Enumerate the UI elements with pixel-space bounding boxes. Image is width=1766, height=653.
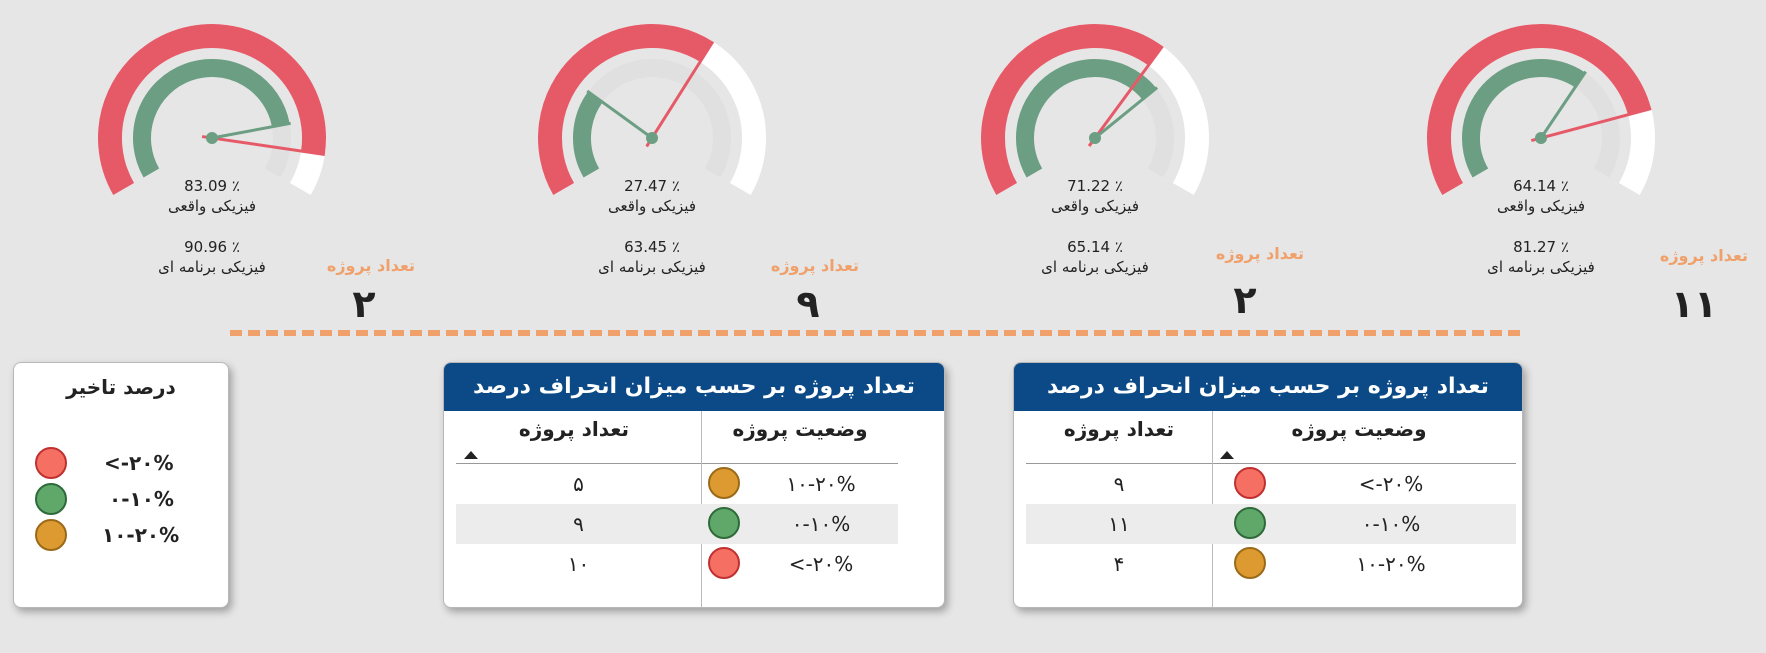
actual-value: 27.47 ٪ bbox=[624, 177, 680, 195]
actual-needle bbox=[586, 89, 653, 140]
plan-value: 81.27 ٪ bbox=[1513, 238, 1569, 256]
status-dot bbox=[708, 507, 740, 539]
project-count: ۱۱ bbox=[1670, 282, 1718, 326]
plan-needle bbox=[201, 135, 326, 156]
column-header-status[interactable]: وضعیت پروژه bbox=[732, 417, 868, 441]
plan-label: فیزیکی برنامه ای bbox=[598, 258, 706, 276]
plan-arc bbox=[98, 24, 326, 195]
status-cell: <-۲۰% bbox=[1358, 472, 1424, 496]
plan-value: 65.14 ٪ bbox=[1067, 238, 1123, 256]
status-cell: ۰-۱۰% bbox=[791, 512, 851, 536]
sort-asc-icon[interactable] bbox=[464, 451, 478, 459]
header-divider bbox=[1026, 463, 1516, 464]
table-row: ۹ ۰-۱۰% bbox=[456, 504, 898, 544]
gauge-dial bbox=[981, 24, 1209, 195]
project-count: ۹ bbox=[796, 282, 820, 326]
needle-hub bbox=[1089, 132, 1101, 144]
actual-label: فیزیکی واقعی bbox=[1496, 197, 1586, 215]
gauge-dial bbox=[1427, 24, 1655, 195]
count-cell: ۱۱ bbox=[1108, 512, 1130, 536]
legend-label: ۰-۱۰% bbox=[109, 487, 174, 511]
status-dot bbox=[1234, 507, 1266, 539]
gauge-3: 71.22 ٪ فیزیکی واقعی 65.14 ٪ فیزیکی برنا… bbox=[945, 20, 1245, 276]
status-dot bbox=[1234, 547, 1266, 579]
column-header-count[interactable]: تعداد پروژه bbox=[1063, 417, 1175, 441]
dashed-divider bbox=[230, 330, 1520, 336]
status-dot bbox=[708, 547, 740, 579]
table-row: ۱۰ <-۲۰% bbox=[456, 544, 898, 584]
project-count-label: تعداد پروژه bbox=[1659, 246, 1748, 265]
actual-arc bbox=[1462, 59, 1586, 178]
gauge-1: 83.09 ٪ فیزیکی واقعی 90.96 ٪ فیزیکی برنا… bbox=[62, 20, 362, 276]
table-title: تعداد پروژه بر حسب میزان انحراف درصد ریا… bbox=[1014, 363, 1522, 447]
table-row: ۵ ۱۰-۲۰% bbox=[456, 464, 898, 504]
table-row: ۱۱ ۰-۱۰% bbox=[1026, 504, 1516, 544]
project-count-label: تعداد پروژه bbox=[770, 256, 859, 275]
actual-needle bbox=[1539, 70, 1587, 139]
actual-arc bbox=[573, 91, 603, 178]
physical-deviation-table: تعداد پروژه بر حسب میزان انحراف درصد فیز… bbox=[443, 362, 945, 608]
legend-dot-green bbox=[35, 483, 67, 515]
needle-hub bbox=[646, 132, 658, 144]
actual-needle bbox=[211, 121, 291, 140]
legend-label: <-۲۰% bbox=[104, 451, 174, 475]
legend-label: ۱۰-۲۰% bbox=[102, 523, 180, 547]
gauge-dial bbox=[98, 24, 326, 195]
status-dot bbox=[1234, 467, 1266, 499]
needle-hub bbox=[1535, 132, 1547, 144]
actual-label: فیزیکی واقعی bbox=[1050, 197, 1140, 215]
project-count-label: تعداد پروژه bbox=[326, 256, 415, 275]
column-header-status[interactable]: وضعیت پروژه bbox=[1291, 417, 1427, 441]
gauge-dial bbox=[538, 24, 766, 195]
header-divider bbox=[456, 463, 898, 464]
plan-needle bbox=[1530, 107, 1652, 143]
actual-track bbox=[573, 59, 731, 178]
status-cell: <-۲۰% bbox=[788, 552, 854, 576]
table-row: ۴ ۱۰-۲۰% bbox=[1026, 544, 1516, 584]
plan-label: فیزیکی برنامه ای bbox=[158, 258, 266, 276]
needle-hub bbox=[206, 132, 218, 144]
plan-value: 90.96 ٪ bbox=[184, 238, 240, 256]
count-cell: ۵ bbox=[573, 472, 584, 496]
actual-arc bbox=[133, 59, 290, 178]
legend-dot-orange bbox=[35, 519, 67, 551]
project-count-label: تعداد پروژه bbox=[1215, 244, 1304, 263]
actual-needle bbox=[1094, 86, 1159, 140]
plan-arc bbox=[1427, 24, 1652, 195]
status-dot bbox=[708, 467, 740, 499]
actual-arc bbox=[1016, 59, 1157, 178]
legend-title: درصد تاخیر bbox=[66, 375, 176, 399]
plan-value: 63.45 ٪ bbox=[624, 238, 680, 256]
status-cell: ۱۰-۲۰% bbox=[786, 472, 856, 496]
gauge-2: 27.47 ٪ فیزیکی واقعی 63.45 ٪ فیزیکی برنا… bbox=[502, 20, 802, 276]
actual-label: فیزیکی واقعی bbox=[607, 197, 697, 215]
count-cell: ۹ bbox=[1113, 472, 1125, 496]
actual-value: 64.14 ٪ bbox=[1513, 177, 1569, 195]
count-cell: ۹ bbox=[573, 512, 584, 536]
plan-arc bbox=[538, 24, 713, 195]
count-cell: ۴ bbox=[1113, 552, 1125, 576]
count-cell: ۱۰ bbox=[567, 552, 590, 576]
rial-deviation-table: تعداد پروژه بر حسب میزان انحراف درصد ریا… bbox=[1013, 362, 1523, 608]
table-row: ۹ <-۲۰% bbox=[1026, 464, 1516, 504]
plan-needle bbox=[645, 40, 715, 148]
column-header-count[interactable]: تعداد پروژه bbox=[518, 417, 630, 441]
project-count: ۲ bbox=[352, 282, 376, 326]
status-cell: ۱۰-۲۰% bbox=[1356, 552, 1426, 576]
table-title: تعداد پروژه بر حسب میزان انحراف درصد فیز… bbox=[444, 363, 944, 447]
actual-label: فیزیکی واقعی bbox=[167, 197, 257, 215]
actual-value: 71.22 ٪ bbox=[1067, 177, 1123, 195]
status-cell: ۰-۱۰% bbox=[1361, 512, 1421, 536]
plan-label: فیزیکی برنامه ای bbox=[1041, 258, 1149, 276]
legend-card: درصد تاخیر <-۲۰% ۰-۱۰% ۱۰-۲۰% bbox=[13, 362, 229, 608]
actual-value: 83.09 ٪ bbox=[184, 177, 240, 195]
plan-label: فیزیکی برنامه ای bbox=[1487, 258, 1595, 276]
gauge-4: 64.14 ٪ فیزیکی واقعی 81.27 ٪ فیزیکی برنا… bbox=[1391, 20, 1691, 276]
project-count: ۲ bbox=[1233, 278, 1257, 322]
plan-needle bbox=[1087, 45, 1164, 147]
legend-dot-red bbox=[35, 447, 67, 479]
plan-arc bbox=[981, 24, 1163, 195]
sort-asc-icon[interactable] bbox=[1220, 451, 1234, 459]
